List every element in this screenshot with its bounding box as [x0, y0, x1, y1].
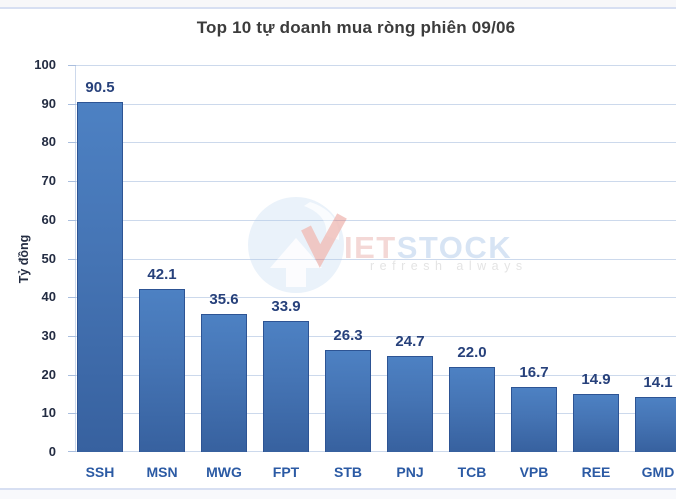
bar — [449, 367, 495, 452]
bar — [387, 356, 433, 452]
y-axis-tick — [68, 413, 76, 414]
gridline — [76, 220, 676, 221]
y-axis-tick — [68, 259, 76, 260]
y-axis-tick — [68, 451, 76, 452]
y-tick-label: 50 — [41, 251, 56, 266]
y-axis-tick — [68, 142, 76, 143]
bar-value-label: 16.7 — [519, 364, 549, 381]
gridline — [76, 413, 676, 414]
y-tick-label: 10 — [41, 405, 56, 420]
bar-value-label: 26.3 — [333, 327, 363, 344]
gridline — [76, 297, 676, 298]
y-tick-label: 30 — [41, 328, 56, 343]
x-category-label: STB — [334, 464, 362, 480]
plot-area: 90.5 SSH 42.1 MSN 35.6 MWG 33.9 FPT 26.3 STB 24.7 P… — [68, 65, 676, 480]
y-tick-label: 80 — [41, 134, 56, 149]
bar-value-label: 90.5 — [85, 79, 115, 96]
page-top-divider — [0, 0, 676, 9]
x-category-label: GMD — [641, 464, 675, 480]
bar — [201, 314, 247, 452]
gridline — [76, 336, 676, 337]
gridline — [76, 104, 676, 105]
bar-value-label: 24.7 — [395, 333, 425, 350]
y-axis-tick — [68, 336, 76, 337]
x-category-label: FPT — [272, 464, 300, 480]
bar — [635, 397, 676, 452]
gridline — [76, 451, 676, 452]
bar-value-label: 22.0 — [457, 344, 487, 361]
bar — [573, 394, 619, 452]
page-bottom-divider — [0, 488, 676, 490]
bar — [263, 321, 309, 452]
y-tick-label: 0 — [48, 444, 56, 459]
bar — [511, 387, 557, 452]
bar — [139, 289, 185, 452]
x-category-label: TCB — [457, 464, 487, 480]
y-axis-tick — [68, 181, 76, 182]
x-category-label: PNJ — [396, 464, 424, 480]
x-category-label: VPB — [519, 464, 549, 480]
chart-title: Top 10 tự doanh mua ròng phiên 09/06 — [196, 18, 516, 37]
y-axis-tick — [68, 65, 76, 66]
x-category-label: REE — [581, 464, 611, 480]
y-axis-line — [75, 65, 76, 452]
y-tick-label: 90 — [41, 96, 56, 111]
y-tick-label: 100 — [34, 57, 56, 72]
bar-value-label: 33.9 — [271, 298, 301, 315]
bar — [77, 102, 123, 452]
y-tick-label: 60 — [41, 212, 56, 227]
y-axis-tick — [68, 220, 76, 221]
bar — [325, 350, 371, 452]
bar-value-label: 35.6 — [209, 291, 239, 308]
x-category-label: MSN — [146, 464, 178, 480]
y-tick-label: 40 — [41, 289, 56, 304]
gridline — [76, 142, 676, 143]
y-axis-tick — [68, 375, 76, 376]
gridline — [76, 65, 676, 66]
y-tick-label: 70 — [41, 173, 56, 188]
gridline — [76, 259, 676, 260]
gridline — [76, 375, 676, 376]
x-category-label: MWG — [206, 464, 242, 480]
bar-value-label: 14.1 — [643, 374, 673, 391]
bar-value-label: 42.1 — [147, 266, 177, 283]
y-axis-tick — [68, 297, 76, 298]
page-bottom-strip — [0, 490, 676, 499]
y-tick-label: 20 — [41, 367, 56, 382]
gridline — [76, 181, 676, 182]
bar-value-label: 14.9 — [581, 371, 611, 388]
x-category-label: SSH — [85, 464, 115, 480]
y-axis-tick — [68, 104, 76, 105]
